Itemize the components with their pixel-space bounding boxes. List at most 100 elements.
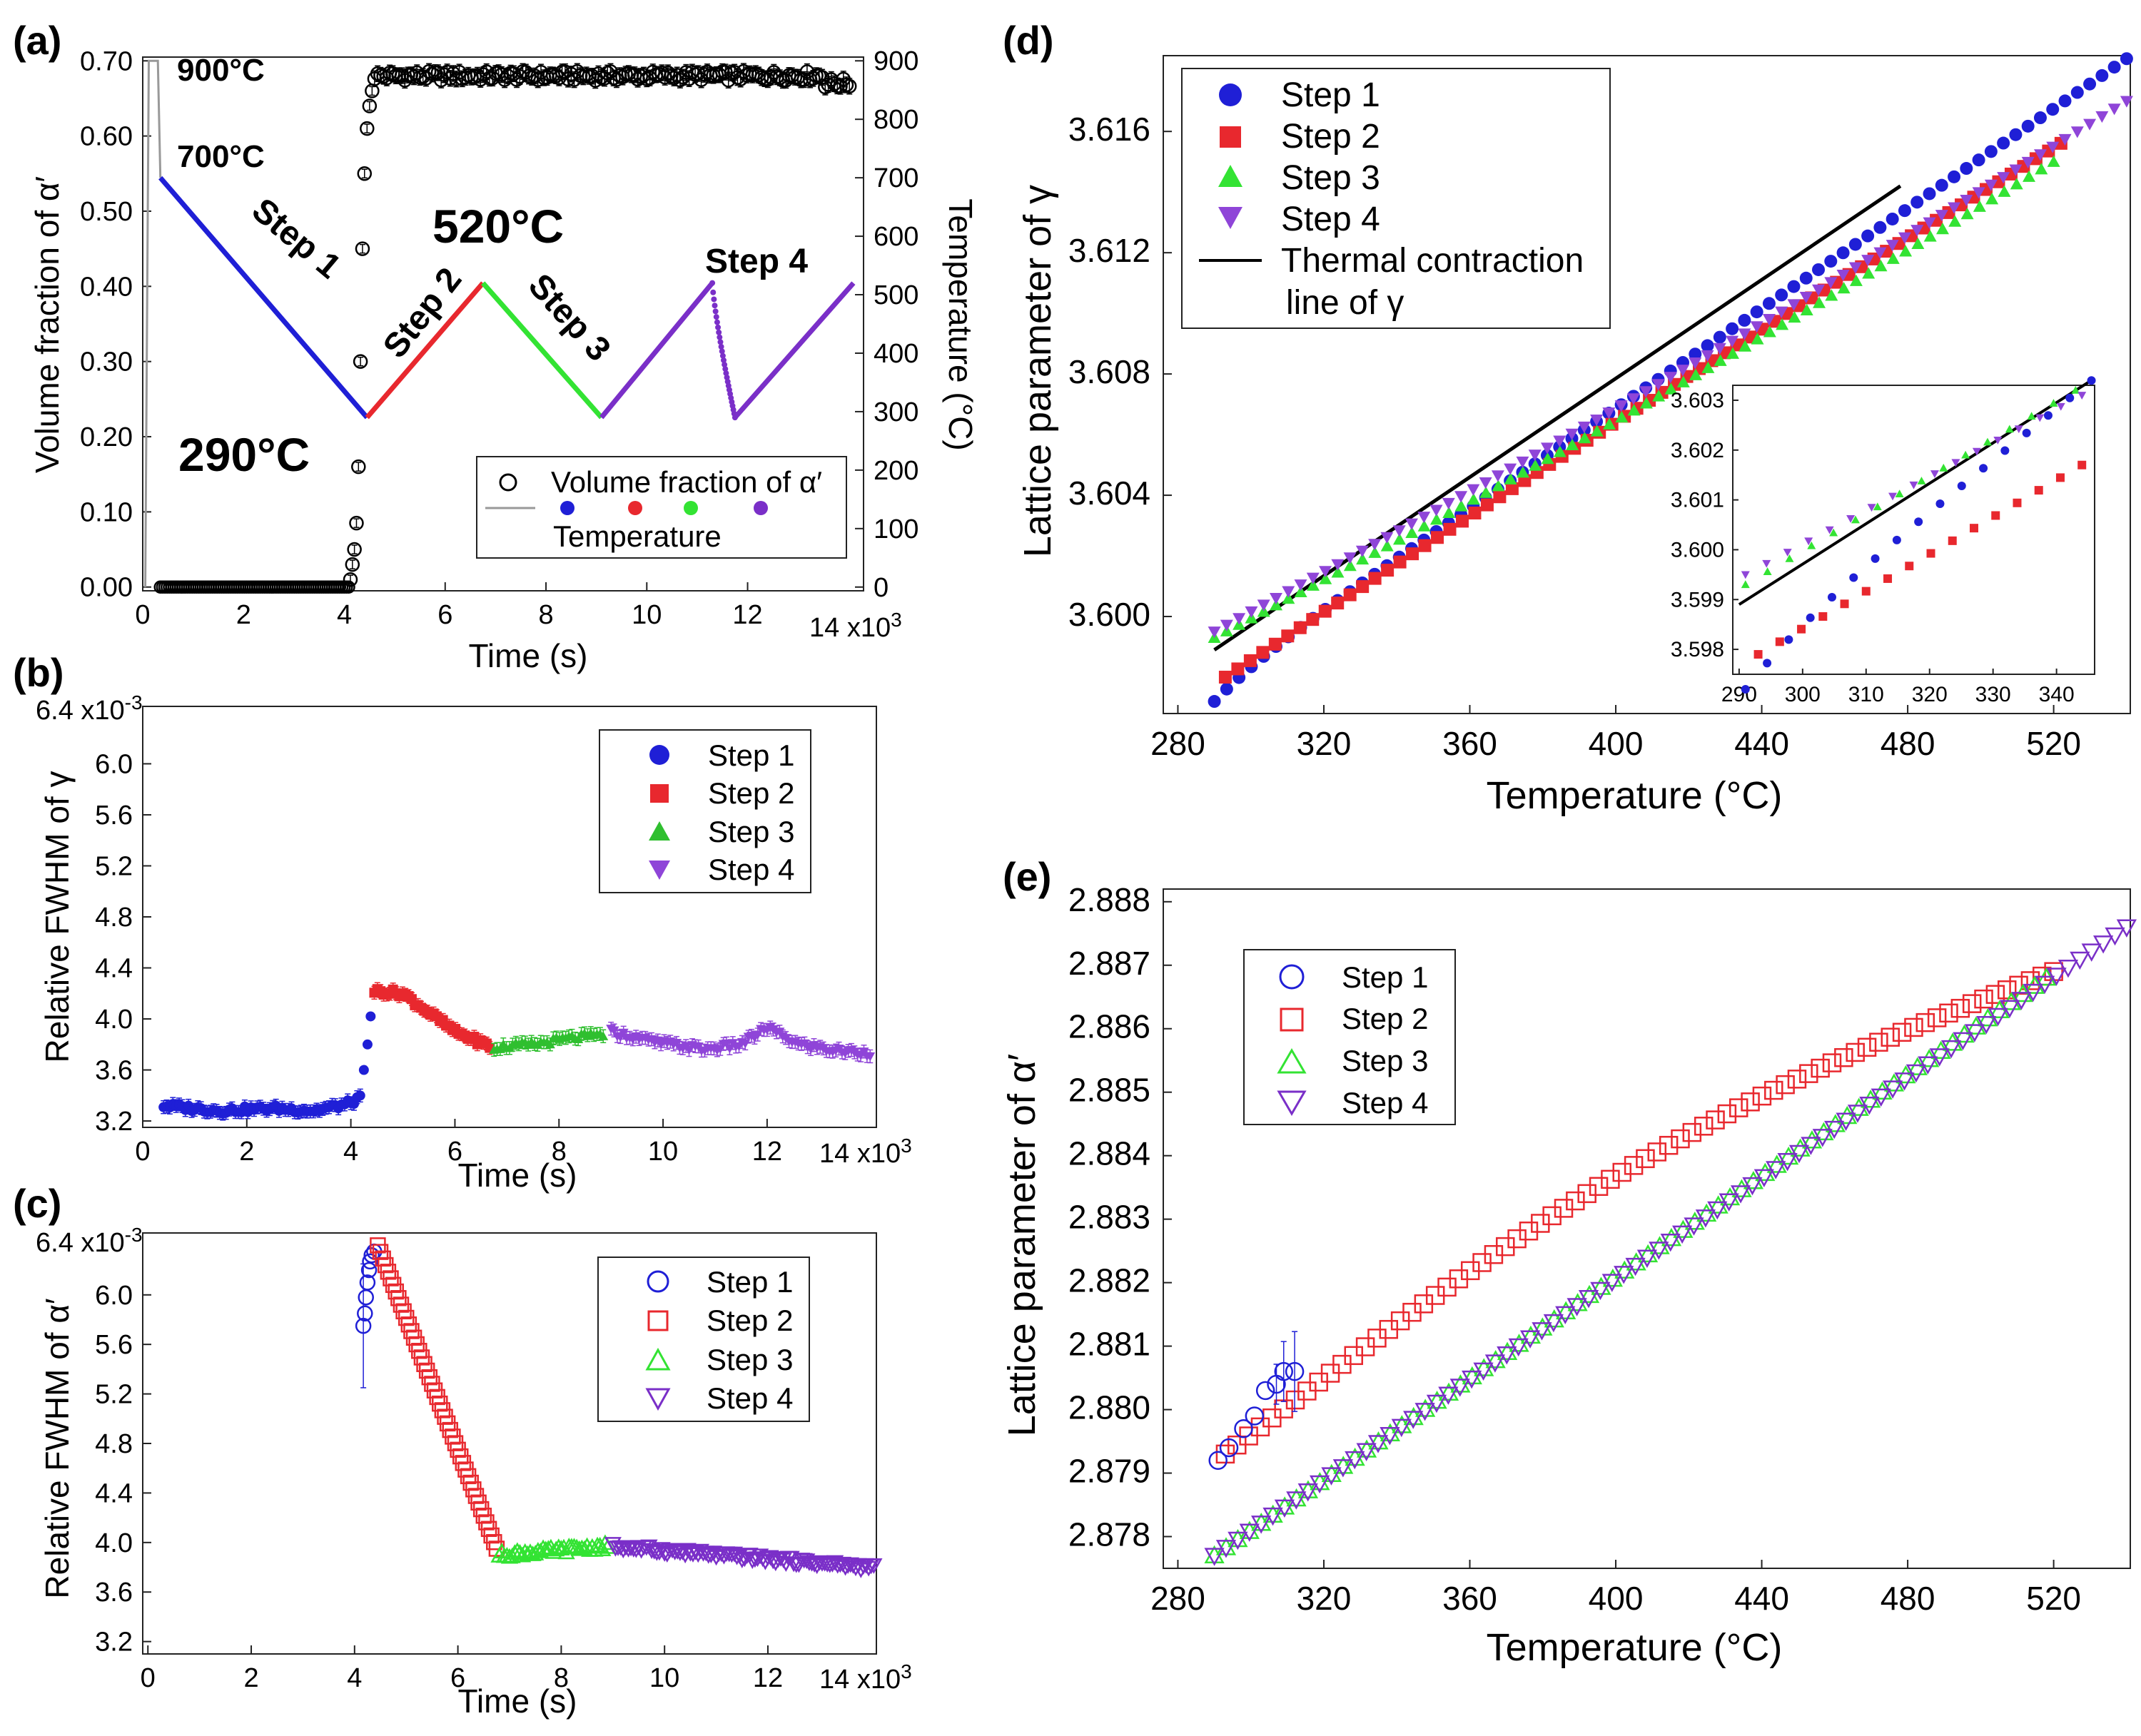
- lattice-alpha-step4-point: [1929, 1048, 1950, 1067]
- lattice-alpha-step4-point: [1391, 1418, 1412, 1438]
- lattice-gamma-step4-point: [1479, 477, 1492, 489]
- y-tick-label: 0.70: [80, 46, 133, 76]
- y-tick-label: 0.20: [80, 422, 133, 452]
- lattice-gamma-step3-point: [1998, 185, 2011, 197]
- legend-c-step3-marker: [645, 1347, 671, 1371]
- legend-temp-step4-marker: [754, 501, 768, 515]
- lattice-gamma-step1-point: [1935, 178, 1948, 192]
- lattice-gamma-step1-point: [1787, 280, 1801, 293]
- lattice-alpha-step4-point: [1519, 1330, 1541, 1349]
- lattice-gamma-step4-point: [1355, 545, 1369, 557]
- lattice-alpha-step4-point: [1426, 1394, 1447, 1413]
- x-tick-label: 0: [135, 600, 150, 630]
- lattice-gamma-step2-point: [1356, 580, 1370, 594]
- lattice-gamma-step2-point: [1505, 482, 1519, 495]
- lattice-alpha-step4-point: [1671, 1225, 1693, 1244]
- y-tick-label: 3.6: [95, 1578, 133, 1608]
- lattice-gamma-step4-point: [1923, 217, 1936, 229]
- panel-c-label: (c): [13, 1181, 61, 1226]
- lattice-alpha-step4-point: [1918, 1056, 1938, 1075]
- temperature-step4-drop-point: [712, 303, 718, 309]
- y2-tick-label: 100: [874, 514, 918, 544]
- lattice-gamma-step1-point: [2107, 61, 2121, 74]
- fwhm-gamma-step4-point: [740, 1039, 751, 1049]
- lattice-gamma-step4-point: [1787, 299, 1801, 311]
- lattice-gamma-step4-point: [1467, 484, 1480, 496]
- lattice-alpha-step4-point: [1532, 1322, 1552, 1341]
- lattice-alpha-step4-point: [1859, 1096, 1880, 1115]
- lattice-gamma-step4-point: [1886, 240, 1899, 252]
- x-tick-label: 2: [236, 600, 251, 630]
- panel-e-y-axis-label: Lattice parameter of α′: [1001, 1054, 1043, 1437]
- inset-step1-point: [1871, 554, 1880, 563]
- thermal-contraction-line: [1213, 184, 1902, 651]
- lattice-alpha-step4-point: [1636, 1249, 1658, 1268]
- inset-step1-point: [1763, 659, 1772, 668]
- lattice-gamma-step3-point: [1541, 452, 1554, 465]
- lattice-gamma-step3-point: [1862, 267, 1876, 279]
- lattice-gamma-step2-point: [1443, 522, 1457, 536]
- panel-d-x-axis-label: Temperature (°C): [1487, 774, 1783, 817]
- lattice-alpha-step4-point: [1614, 1266, 1634, 1284]
- legend-temp-label: Temperature: [553, 519, 722, 553]
- x-tick-label: 520: [2026, 1580, 2081, 1617]
- lattice-gamma-step3-point: [1639, 397, 1653, 409]
- inset-step3-point: [1785, 554, 1794, 562]
- panel-e-lattice-alpha-chart: (e) 280 320 360 400 440 480 520 2.878 2.879 2.880…: [1001, 854, 2137, 1669]
- inset-step2-point: [2055, 473, 2065, 482]
- lattice-gamma-step3-point: [1837, 281, 1851, 294]
- x-tick-label: 520: [2026, 725, 2081, 762]
- lattice-gamma-step4-point: [1540, 442, 1554, 455]
- fwhm-alpha-step4-point: [865, 1558, 883, 1574]
- lattice-gamma-step4-point: [1812, 284, 1826, 296]
- lattice-gamma-step3-point: [1627, 404, 1641, 416]
- panel-e-plot-area: [1163, 888, 2137, 1569]
- inset-step1-point: [2000, 446, 2010, 455]
- lattice-gamma-step3-point: [1960, 208, 1974, 220]
- inset-y-tick-label: 3.599: [1671, 588, 1724, 611]
- inset-step3-point: [2049, 399, 2058, 407]
- lattice-gamma-step1-point: [1848, 238, 1862, 251]
- inset-x-tick-label: 310: [1848, 683, 1884, 706]
- volume-fraction-transition-point: [353, 354, 368, 369]
- temperature-step4-drop-point: [711, 296, 717, 303]
- inset-step3-point: [1917, 477, 1926, 484]
- legend-d-step1-label: Step 1: [1281, 76, 1380, 114]
- legend-c-step4-label: Step 4: [707, 1381, 793, 1415]
- y-tick-label: 2.888: [1068, 881, 1150, 918]
- panel-b-x-axis-label: Time (s): [458, 1157, 577, 1194]
- annotation-290c: 290°C: [178, 428, 310, 481]
- lattice-gamma-step4-point: [1651, 379, 1665, 391]
- temperature-step4-drop-point: [717, 334, 723, 340]
- lattice-gamma-step1-point: [2033, 111, 2047, 125]
- inset-step1-point: [1979, 464, 1988, 473]
- lattice-gamma-step3-point: [1429, 513, 1443, 525]
- x-tick-label: 0: [135, 1137, 150, 1167]
- legend-temp-step3-marker: [684, 501, 698, 515]
- lattice-gamma-step2-point: [1256, 646, 1270, 659]
- lattice-gamma-step4-point: [1368, 539, 1382, 551]
- panel-a-y-axis-label: Volume fraction of α′: [29, 176, 66, 473]
- lattice-gamma-step3-point: [1553, 445, 1566, 457]
- lattice-gamma-step4-point: [1454, 491, 1468, 503]
- lattice-gamma-step3-point: [1270, 599, 1283, 611]
- y-tick-label: 2.879: [1068, 1453, 1150, 1490]
- inset-step3-point: [1741, 580, 1750, 589]
- lattice-gamma-step3-point: [1849, 274, 1863, 286]
- lattice-alpha-step4-point: [1497, 1346, 1517, 1365]
- inset-step1-point: [1914, 517, 1923, 527]
- lattice-alpha-step4-point: [1543, 1314, 1564, 1333]
- inset-step4-point: [1993, 437, 2003, 445]
- y-tick-label: 5.6: [95, 1330, 133, 1360]
- lattice-gamma-step3-point: [1985, 193, 1999, 205]
- lattice-alpha-step4-point: [2092, 935, 2114, 954]
- lattice-alpha-step4-point: [1508, 1338, 1529, 1357]
- panel-c-y-multiplier: 6.4 x10-3: [36, 1224, 143, 1258]
- lattice-gamma-step4-point: [1935, 210, 1948, 222]
- lattice-alpha-step2-point: [1542, 1206, 1562, 1226]
- lattice-gamma-step1-point: [1972, 153, 1985, 167]
- lattice-alpha-step4-point: [2011, 992, 2032, 1010]
- y2-tick-label: 500: [874, 280, 918, 310]
- fwhm-alpha-step1-point: [360, 1262, 378, 1279]
- panel-c-tick-labels: 0 2 4 6 8 10 12 3.2 3.6 4.0 4.4 4.8 5.2 5.6 6.0: [95, 1281, 783, 1693]
